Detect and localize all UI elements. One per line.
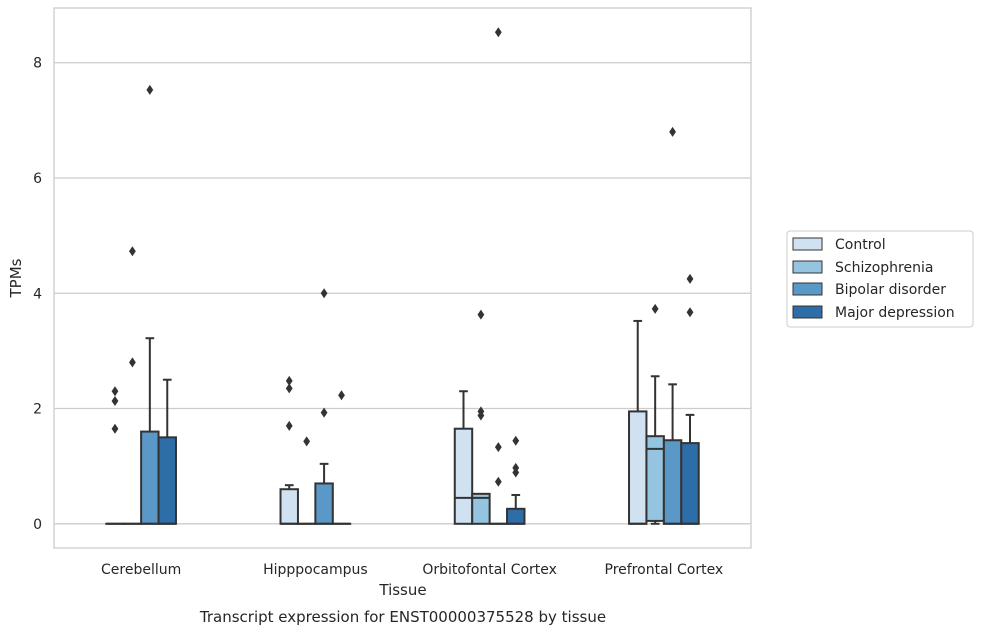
x-tick-label: Cerebellum bbox=[101, 562, 181, 578]
plot-frame bbox=[53, 7, 752, 549]
box-major-depression-orbitofontal-cortex bbox=[506, 493, 526, 525]
y-tick-label: 8 bbox=[33, 56, 42, 72]
box-major-depression-prefrontal-cortex bbox=[680, 413, 700, 525]
outlier-point bbox=[494, 442, 502, 453]
outlier-point bbox=[285, 420, 293, 431]
box-schizophrenia-orbitofontal-cortex bbox=[471, 492, 491, 525]
box-body bbox=[680, 442, 700, 525]
outlier-point bbox=[477, 406, 485, 417]
outlier-point bbox=[512, 435, 520, 446]
outlier-point bbox=[512, 462, 520, 473]
outlier-point bbox=[111, 386, 119, 397]
outlier-point bbox=[111, 423, 119, 434]
outlier-point bbox=[686, 273, 694, 284]
box-body bbox=[140, 430, 160, 525]
box-body bbox=[471, 492, 491, 525]
outlier-point bbox=[303, 436, 311, 447]
y-axis-label: TPMs bbox=[7, 258, 25, 298]
box-body bbox=[157, 436, 177, 525]
box-body bbox=[453, 427, 474, 525]
outlier-point bbox=[129, 357, 136, 368]
outlier-point bbox=[320, 407, 328, 418]
legend-swatch-control bbox=[792, 237, 823, 251]
legend-swatch-schizophrenia bbox=[792, 260, 823, 274]
outlier-point bbox=[111, 396, 119, 407]
outlier-point bbox=[285, 383, 293, 394]
outlier-point bbox=[477, 309, 485, 320]
outlier-point bbox=[686, 307, 694, 318]
y-tick-label: 4 bbox=[33, 286, 42, 302]
outlier-point bbox=[146, 84, 154, 95]
y-tick-label: 2 bbox=[33, 402, 42, 418]
box-body bbox=[314, 482, 334, 525]
box-body bbox=[662, 439, 683, 525]
legend-label-major-depression: Major depression bbox=[835, 305, 955, 321]
legend-label-schizophrenia: Schizophrenia bbox=[835, 260, 933, 276]
outlier-point bbox=[494, 476, 502, 487]
outlier-point bbox=[320, 288, 328, 299]
outlier-point bbox=[285, 375, 293, 386]
box-body bbox=[506, 507, 526, 525]
box-control-orbitofontal-cortex bbox=[453, 390, 474, 525]
box-control-hipppocampus bbox=[279, 484, 299, 525]
legend-label-control: Control bbox=[835, 237, 886, 253]
box-body bbox=[279, 488, 299, 525]
outlier-point bbox=[129, 246, 136, 257]
box-schizophrenia-prefrontal-cortex bbox=[645, 375, 665, 525]
y-tick-labels: 0 2 4 6 8 bbox=[33, 56, 42, 533]
box-control-prefrontal-cortex bbox=[628, 319, 648, 525]
box-bipolar-disorder-prefrontal-cortex bbox=[662, 383, 683, 525]
outlier-point bbox=[651, 303, 659, 314]
box-bipolar-disorder-cerebellum bbox=[140, 337, 160, 525]
outlier-point bbox=[494, 27, 502, 38]
outliers bbox=[111, 27, 694, 487]
chart-caption: Transcript expression for ENST0000037552… bbox=[199, 608, 606, 626]
y-tick-label: 6 bbox=[33, 171, 42, 187]
outlier-point bbox=[669, 126, 676, 137]
legend: Control Schizophrenia Bipolar disorder M… bbox=[786, 230, 974, 328]
legend-swatch-bipolar-disorder bbox=[792, 282, 823, 296]
box-major-depression-cerebellum bbox=[157, 378, 177, 525]
x-axis-label: Tissue bbox=[378, 581, 426, 599]
boxes bbox=[105, 319, 700, 525]
legend-frame bbox=[786, 230, 974, 328]
legend-swatch-major-depression bbox=[792, 305, 823, 319]
x-tick-label: Prefrontal Cortex bbox=[605, 562, 724, 578]
x-tick-labels: Cerebellum Hipppocampus Orbitofontal Corte… bbox=[101, 562, 723, 578]
x-tick-label: Hipppocampus bbox=[263, 562, 368, 578]
box-body bbox=[628, 410, 648, 525]
y-tick-label: 0 bbox=[33, 517, 42, 533]
box-bipolar-disorder-hipppocampus bbox=[314, 462, 334, 525]
outlier-point bbox=[338, 390, 345, 401]
legend-label-bipolar-disorder: Bipolar disorder bbox=[835, 282, 946, 298]
x-tick-label: Orbitofontal Cortex bbox=[422, 562, 557, 578]
